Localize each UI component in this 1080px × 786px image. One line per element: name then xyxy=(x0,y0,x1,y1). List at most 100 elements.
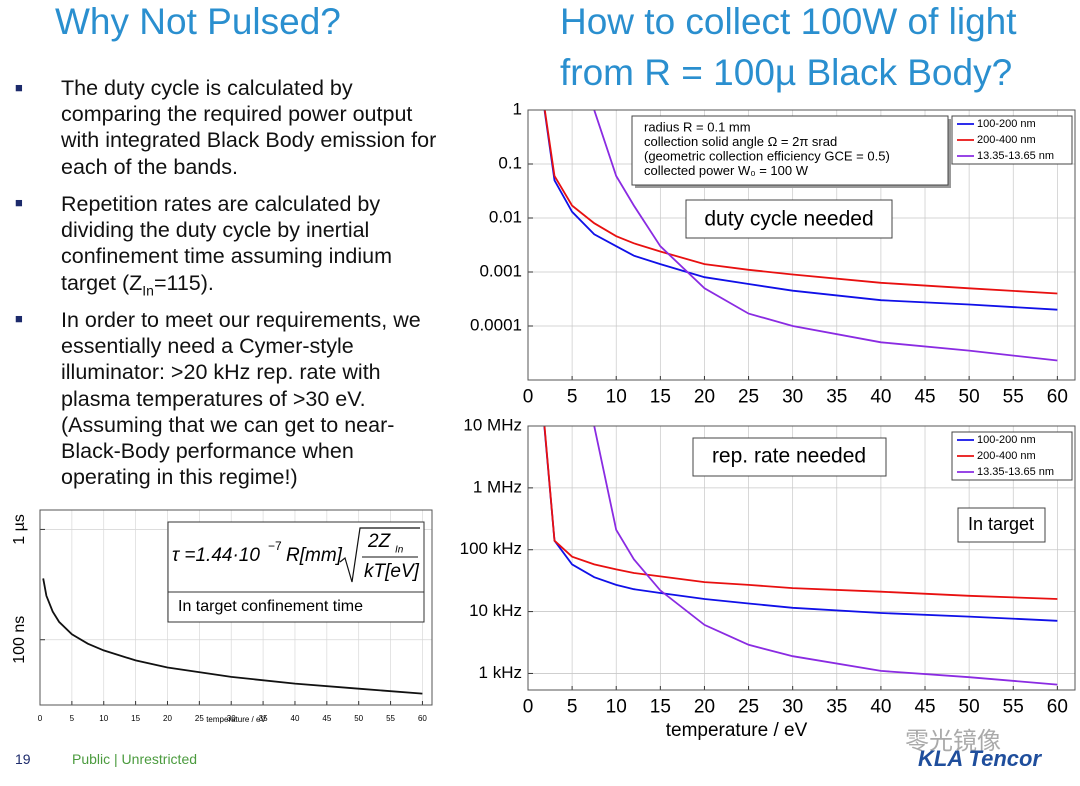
params-line: collected power W₀ = 100 W xyxy=(644,163,809,178)
plot-frame xyxy=(527,109,1076,381)
x-tick-label: 10 xyxy=(99,714,108,723)
x-tick-label: 30 xyxy=(782,386,803,407)
x-tick-label: 20 xyxy=(163,714,172,723)
bullet-text: Repetition rates are calculated by divid… xyxy=(61,192,393,295)
x-tick-label: 60 xyxy=(1047,696,1068,717)
x-tick-label: 35 xyxy=(826,696,847,717)
caption-box xyxy=(167,591,425,623)
params-line: (geometric collection efficiency GCE = 0… xyxy=(644,148,890,163)
formula-text: In xyxy=(395,545,404,556)
y-tick-label: 0.0001 xyxy=(470,315,522,334)
y-tick-label: 10 kHz xyxy=(469,601,522,620)
x-tick-label: 10 xyxy=(606,696,627,717)
slide-title: Why Not Pulsed? xyxy=(55,1,341,42)
y-tick-label: 10 MHz xyxy=(463,415,522,434)
bullet-marker: ■ xyxy=(15,311,23,326)
caption: In target confinement time xyxy=(178,598,363,615)
x-tick-label: 20 xyxy=(694,386,715,407)
logo: KLA Tencor xyxy=(918,746,1042,771)
watermark: 零光镜像 xyxy=(905,728,1001,755)
footer-label: Public | Unrestricted xyxy=(72,751,198,767)
slide-title: How to collect 100W of light xyxy=(560,1,1017,42)
x-tick-label: 25 xyxy=(738,696,759,717)
chart-label: duty cycle needed xyxy=(704,208,873,231)
note-box xyxy=(957,507,1046,543)
bullet-text: =115). xyxy=(153,270,214,295)
formula-text: kT[eV] xyxy=(364,561,420,582)
x-tick-label: 60 xyxy=(1047,386,1068,407)
label-box xyxy=(692,437,887,477)
y-tick-label: 1 xyxy=(513,99,522,118)
x-tick-label: 5 xyxy=(70,714,75,723)
series-line xyxy=(593,110,1058,362)
x-tick-label: 40 xyxy=(291,714,300,723)
x-tick-label: 15 xyxy=(650,696,671,717)
series-line xyxy=(543,110,1058,311)
x-tick-label: 40 xyxy=(870,386,891,407)
legend-label: 13.35-13.65 nm xyxy=(977,466,1054,478)
bullet: The duty cycle is calculated by comparin… xyxy=(61,76,437,179)
params-line: radius R = 0.1 mm xyxy=(644,119,751,134)
y-tick-label: 0.001 xyxy=(479,261,522,280)
series-line xyxy=(42,578,423,695)
chart-note: In target xyxy=(968,514,1034,534)
x-tick-label: 15 xyxy=(131,714,140,723)
y-tick-label: 0.01 xyxy=(489,207,522,226)
x-tick-label: 30 xyxy=(227,714,236,723)
bullet-marker: ■ xyxy=(15,195,23,210)
x-tick-label: 5 xyxy=(567,386,578,407)
x-tick-label: 55 xyxy=(1003,696,1024,717)
x-tick-label: 50 xyxy=(354,714,363,723)
x-tick-label: 50 xyxy=(959,696,980,717)
x-tick-label: 45 xyxy=(322,714,331,723)
x-tick-label: 5 xyxy=(567,696,578,717)
series-line xyxy=(543,426,1058,600)
chart-label: rep. rate needed xyxy=(712,445,866,468)
y-tick-label: 1 MHz xyxy=(473,477,522,496)
label-box xyxy=(685,199,893,239)
legend-label: 13.35-13.65 nm xyxy=(977,150,1054,162)
params-box xyxy=(631,115,949,186)
params-line: collection solid angle Ω = 2π srad xyxy=(644,134,837,149)
series-line xyxy=(543,426,1058,622)
x-tick-label: 20 xyxy=(694,696,715,717)
formula-text: 2Z xyxy=(367,531,392,552)
legend-label: 200-400 nm xyxy=(977,134,1036,146)
x-tick-label: 55 xyxy=(386,714,395,723)
x-tick-label: 35 xyxy=(259,714,268,723)
legend-label: 100-200 nm xyxy=(977,434,1036,446)
bullet-marker: ■ xyxy=(15,80,23,95)
x-tick-label: 25 xyxy=(195,714,204,723)
x-tick-label: 15 xyxy=(650,386,671,407)
y-tick-label: 1 kHz xyxy=(479,663,522,682)
x-tick-label: 25 xyxy=(738,386,759,407)
formula-text: −7 xyxy=(268,539,282,553)
x-tick-label: 0 xyxy=(523,696,534,717)
subscript: In xyxy=(142,281,154,298)
x-tick-label: 60 xyxy=(418,714,427,723)
x-tick-label: 55 xyxy=(1003,386,1024,407)
y-tick-label: 100 ns xyxy=(11,616,28,664)
sqrt-sign xyxy=(339,527,420,583)
formula-text: τ =1.44·10 xyxy=(172,545,260,566)
x-tick-label: 45 xyxy=(914,696,935,717)
bullet: In order to meet our requirements, we es… xyxy=(61,308,421,490)
plot-frame xyxy=(39,509,433,706)
y-tick-label: 0.1 xyxy=(498,153,522,172)
series-line xyxy=(543,110,1058,295)
x-tick-label: 35 xyxy=(826,386,847,407)
series-line xyxy=(593,426,1058,686)
slide-title: from R = 100µ Black Body? xyxy=(560,52,1013,93)
plot-frame xyxy=(527,425,1076,691)
legend-label: 200-400 nm xyxy=(977,450,1036,462)
x-axis-label: temperature / eV xyxy=(666,720,808,741)
y-tick-label: 100 kHz xyxy=(460,539,522,558)
formula-text: R[mm] xyxy=(286,545,343,566)
x-tick-label: 50 xyxy=(959,386,980,407)
x-tick-label: 10 xyxy=(606,386,627,407)
page-number: 19 xyxy=(15,751,31,767)
x-tick-label: 30 xyxy=(782,696,803,717)
x-tick-label: 0 xyxy=(523,386,534,407)
